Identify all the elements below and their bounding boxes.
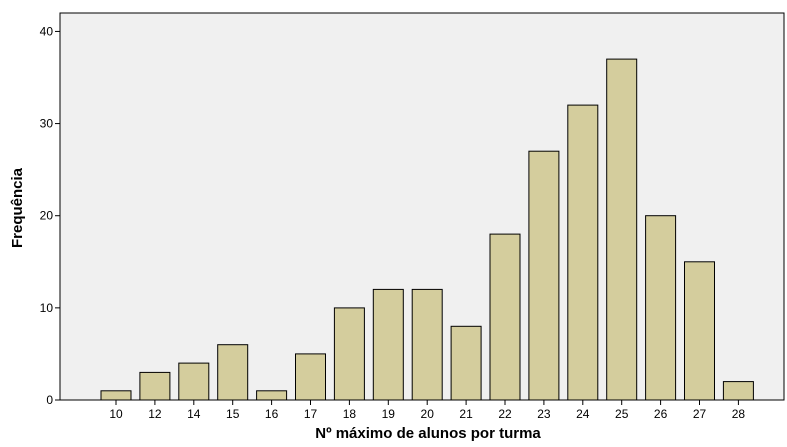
bar-21 [450, 325, 482, 401]
y-tick-label-20: 20 [40, 209, 54, 223]
x-tick-label-25: 25 [615, 407, 629, 421]
bar-14 [178, 362, 210, 401]
bar-20 [411, 288, 443, 401]
x-axis-title: Nº máximo de alunos por turma [315, 425, 541, 442]
bar-10 [100, 390, 132, 401]
x-tick-label-28: 28 [732, 407, 746, 421]
bar-26 [645, 215, 677, 401]
x-tick-label-23: 23 [537, 407, 551, 421]
x-tick-label-20: 20 [421, 407, 435, 421]
bar-15 [217, 344, 249, 401]
bar-16 [256, 390, 288, 401]
y-tick-label-30: 30 [40, 117, 54, 131]
x-tick-label-10: 10 [109, 407, 123, 421]
bar-28 [722, 381, 754, 401]
x-tick-label-22: 22 [498, 407, 512, 421]
bar-12 [139, 371, 171, 401]
x-tick-label-15: 15 [226, 407, 240, 421]
bar-18 [333, 307, 365, 401]
bar-22 [489, 233, 521, 401]
bar-25 [606, 58, 638, 401]
y-axis-title: Frequência [9, 167, 26, 248]
bar-27 [684, 261, 715, 401]
y-tick-label-10: 10 [40, 301, 54, 315]
bars-group [100, 58, 754, 401]
x-tick-label-19: 19 [382, 407, 396, 421]
x-tick-label-26: 26 [654, 407, 668, 421]
x-tick-label-24: 24 [576, 407, 590, 421]
x-tick-label-27: 27 [693, 407, 707, 421]
x-tick-label-21: 21 [459, 407, 473, 421]
y-tick-label-0: 0 [46, 393, 53, 407]
x-tick-label-18: 18 [343, 407, 357, 421]
bar-23 [528, 150, 560, 401]
x-tick-label-14: 14 [187, 407, 201, 421]
bar-24 [567, 104, 599, 401]
y-tick-label-40: 40 [40, 24, 54, 38]
x-tick-label-16: 16 [265, 407, 279, 421]
bar-17 [295, 353, 326, 401]
x-axis: 10 12 14 15 16 17 18 19 20 21 22 23 24 25 26 27 28 [109, 400, 745, 421]
x-tick-label-12: 12 [148, 407, 162, 421]
x-tick-label-17: 17 [304, 407, 318, 421]
y-axis: 0 10 20 30 40 [40, 24, 60, 407]
bar-19 [372, 288, 404, 401]
